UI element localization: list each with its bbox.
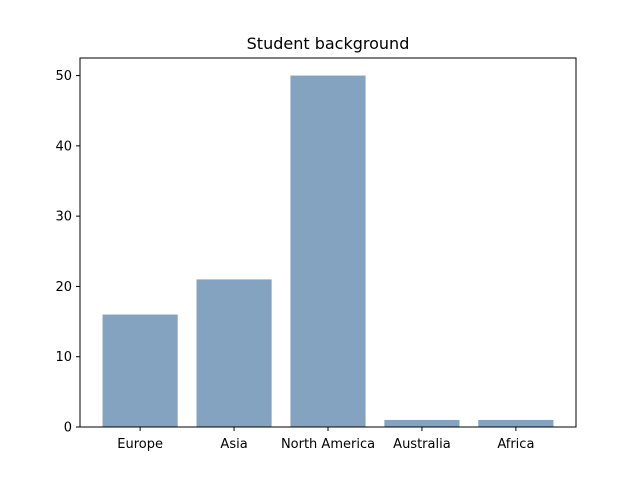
x-tick-label: Australia xyxy=(393,437,451,452)
x-tick-label: Europe xyxy=(117,437,163,452)
plot-frame xyxy=(79,57,577,428)
bar-europe xyxy=(102,314,178,427)
bar-north-america xyxy=(290,75,366,428)
y-tick-label: 40 xyxy=(55,139,72,154)
bar-asia xyxy=(196,279,272,427)
bars-layer xyxy=(102,75,554,428)
y-tick-label: 50 xyxy=(55,69,72,84)
x-axis: Europe Asia North America Australia Africa xyxy=(117,427,534,452)
y-tick-label: 10 xyxy=(55,350,72,365)
bar-africa xyxy=(478,419,554,427)
y-tick-label: 30 xyxy=(55,210,72,225)
bar-australia xyxy=(384,419,460,427)
x-tick-label: Asia xyxy=(220,437,247,452)
x-tick-label: North America xyxy=(281,437,375,452)
x-tick-label: Africa xyxy=(497,437,534,452)
y-tick-label: 20 xyxy=(55,280,72,295)
y-axis: 0 10 20 30 40 50 xyxy=(55,69,80,436)
y-tick-label: 0 xyxy=(64,421,72,436)
chart-title: Student background xyxy=(247,34,410,53)
